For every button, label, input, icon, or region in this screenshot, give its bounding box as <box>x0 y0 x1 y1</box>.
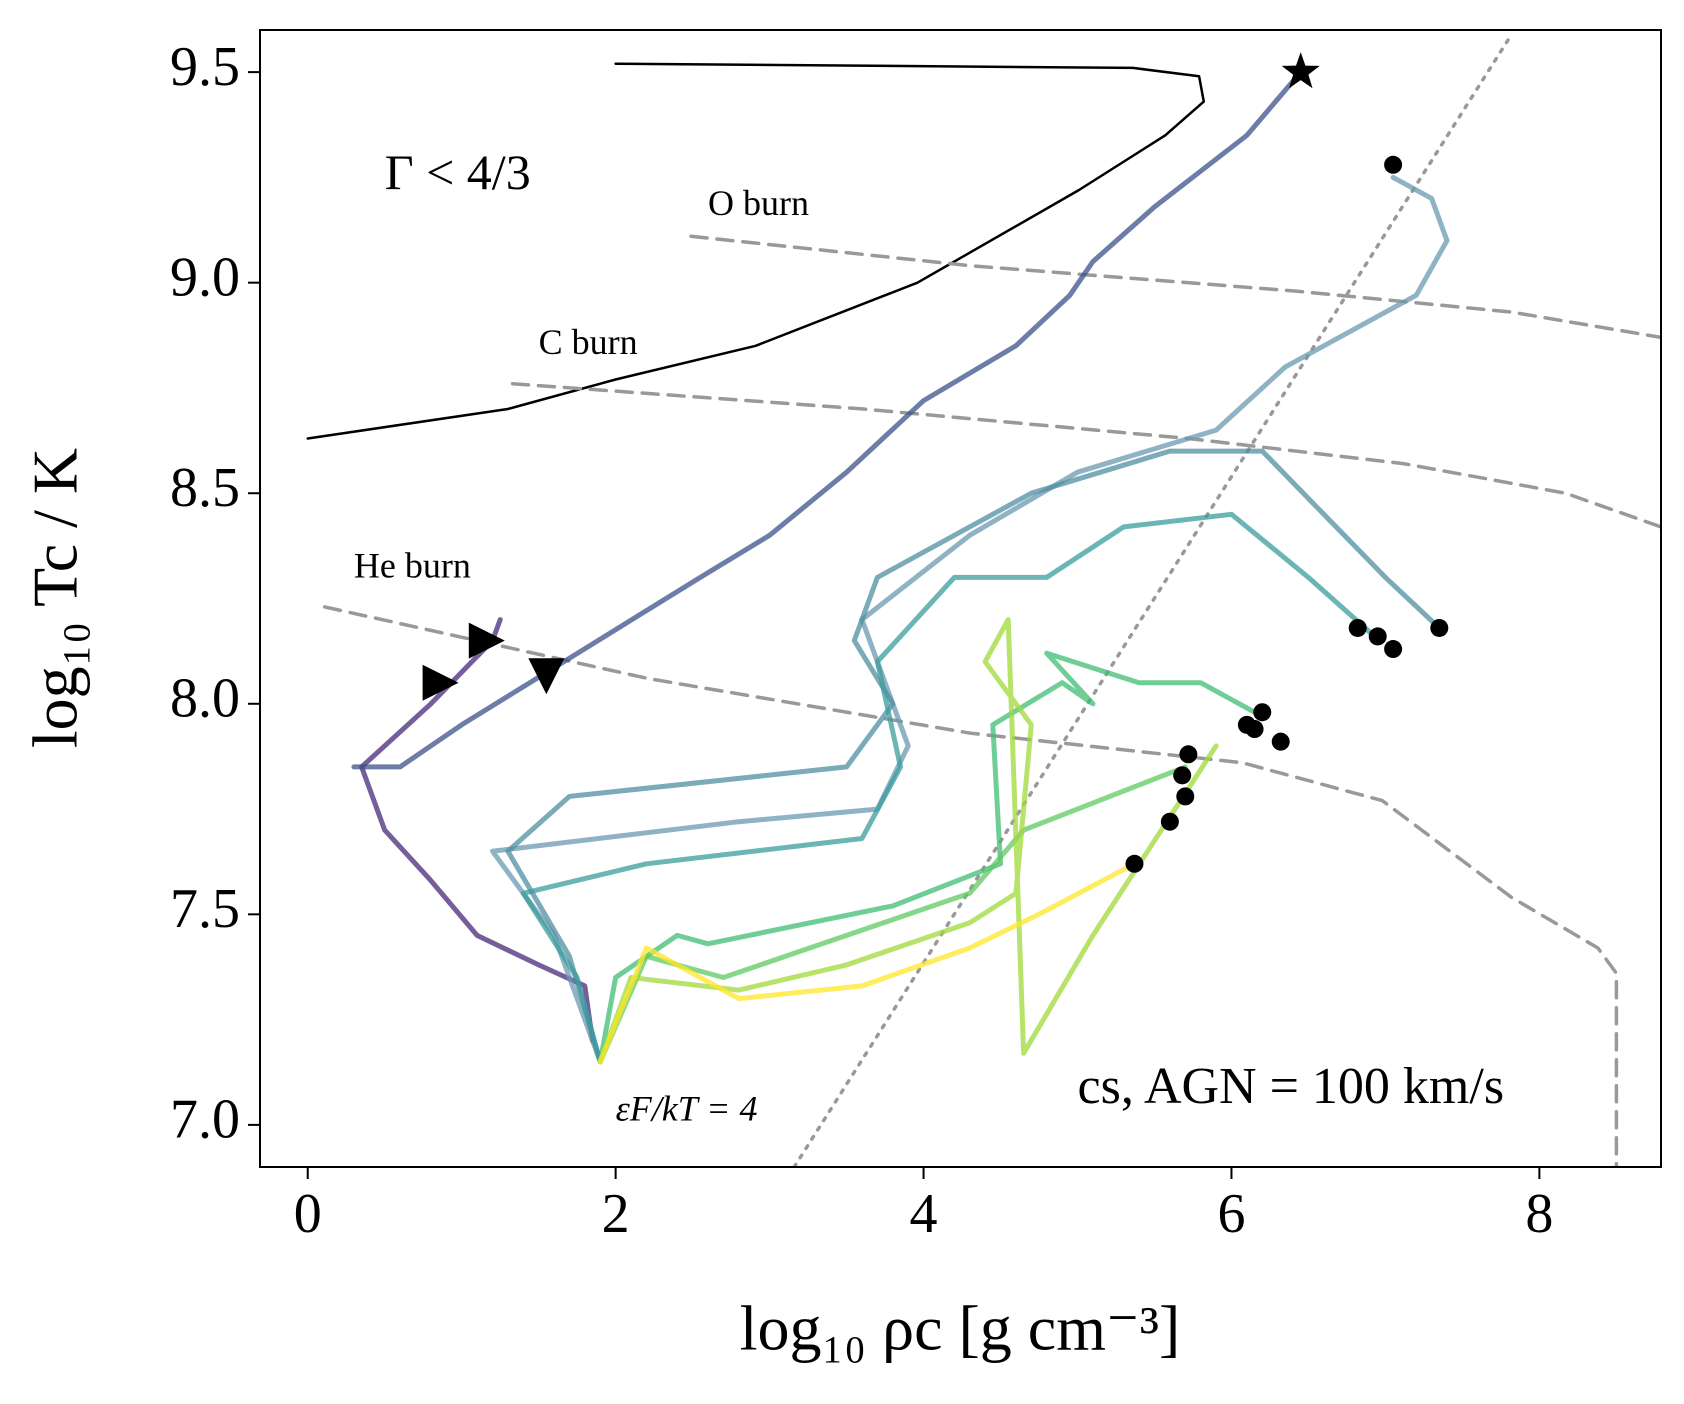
x-axis-label: log₁₀ ρc [g cm⁻³] <box>740 1293 1181 1364</box>
annotation: O burn <box>708 183 809 223</box>
track-line <box>597 764 1188 1065</box>
track-line <box>597 650 1265 1065</box>
marker-circle <box>1125 854 1144 873</box>
annotation: cs, AGN = 100 km/s <box>1078 1058 1505 1115</box>
y-tick-label: 7.5 <box>170 878 240 940</box>
track-line <box>597 861 1137 1065</box>
marker-circle <box>1348 618 1367 637</box>
marker-circle <box>1253 703 1272 722</box>
x-tick-label: 0 <box>294 1183 322 1245</box>
x-tick-label: 6 <box>1217 1183 1245 1245</box>
marker-circle <box>1173 766 1192 785</box>
marker-circle <box>1368 627 1387 646</box>
y-tick-label: 9.5 <box>170 36 240 98</box>
y-tick-label: 7.0 <box>170 1089 240 1151</box>
x-tick-label: 4 <box>910 1183 938 1245</box>
marker-circle <box>1179 745 1198 764</box>
reference-line <box>322 605 1619 1167</box>
annotation: εF/kT = 4 <box>616 1089 758 1129</box>
x-tick-label: 2 <box>602 1183 630 1245</box>
marker-circle <box>1384 155 1403 174</box>
reference-line <box>510 381 1661 529</box>
marker-circle <box>1430 618 1449 637</box>
track-line <box>359 617 595 1044</box>
marker-circle <box>1384 640 1403 659</box>
marker-triangle-down <box>528 658 565 695</box>
track-line <box>490 174 1450 1065</box>
marker-circle <box>1160 812 1179 831</box>
y-tick-label: 8.5 <box>170 457 240 519</box>
reference-line <box>689 234 1661 340</box>
annotation: He burn <box>354 545 471 585</box>
x-tick-label: 8 <box>1525 1183 1553 1245</box>
y-tick-label: 8.0 <box>170 668 240 730</box>
track-line <box>505 448 1442 1065</box>
plot-area <box>306 32 1661 1167</box>
y-tick-label: 9.0 <box>170 247 240 309</box>
y-axis-label: log₁₀ Tc / K <box>20 448 91 748</box>
marker-triangle-right <box>422 664 459 701</box>
marker-circle <box>1245 720 1264 739</box>
track-line <box>351 69 1304 770</box>
marker-star <box>1281 52 1320 89</box>
reference-line <box>792 32 1514 1167</box>
axes-frame <box>259 29 1662 1168</box>
marker-triangle-right <box>468 622 505 659</box>
reference-line <box>306 62 1206 440</box>
annotation: C burn <box>539 322 638 362</box>
marker-circle <box>1271 732 1290 751</box>
marker-circle <box>1176 787 1195 806</box>
annotation: Γ < 4/3 <box>385 144 531 200</box>
track-line <box>520 511 1373 1065</box>
